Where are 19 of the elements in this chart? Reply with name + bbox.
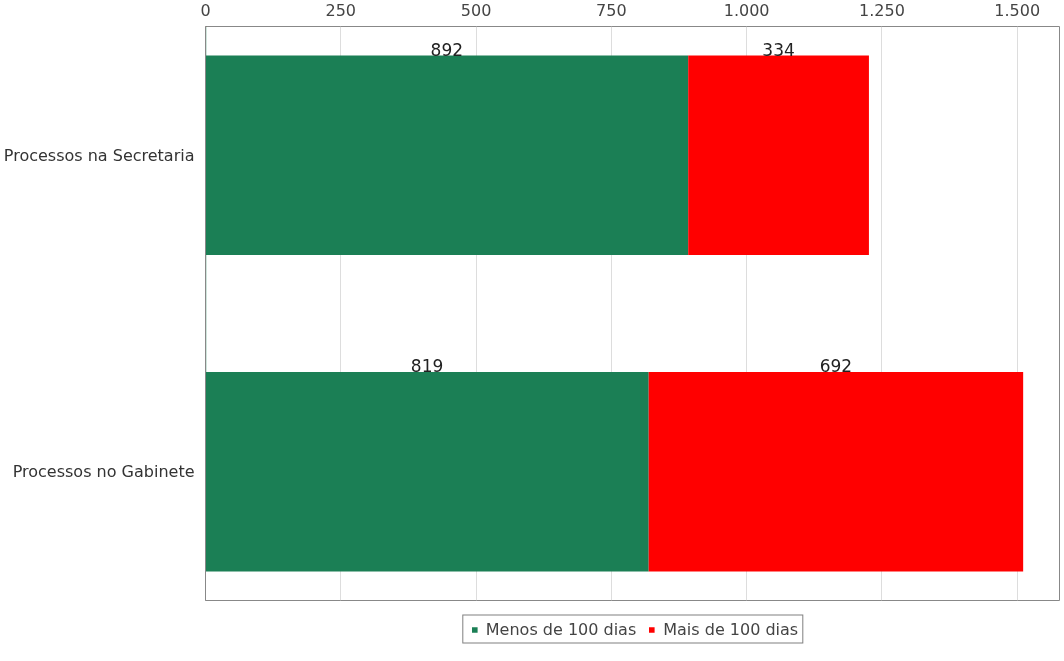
data-label: 334 [762,39,795,60]
x-tick-label: 1.250 [859,0,905,20]
x-tick-label: 1.500 [994,0,1041,20]
x-tick-label: 0 [200,0,211,20]
data-label: 819 [410,356,444,377]
legend-label: Mais de 100 dias [663,619,799,639]
legend-label: Menos de 100 dias [485,619,637,639]
x-tick-label: 500 [460,0,492,20]
bar [688,55,869,255]
data-label: 892 [430,39,464,60]
y-tick-label: Processos na Secretaria [3,145,195,165]
bar [205,55,689,255]
x-tick-label: 750 [596,0,627,20]
y-tick-label: Processos no Gabinete [12,462,195,482]
bar [205,372,649,572]
x-tick-label: 1.000 [723,0,770,20]
data-label: 692 [819,356,853,377]
x-tick-label: 250 [325,0,357,20]
bar [648,372,1024,572]
